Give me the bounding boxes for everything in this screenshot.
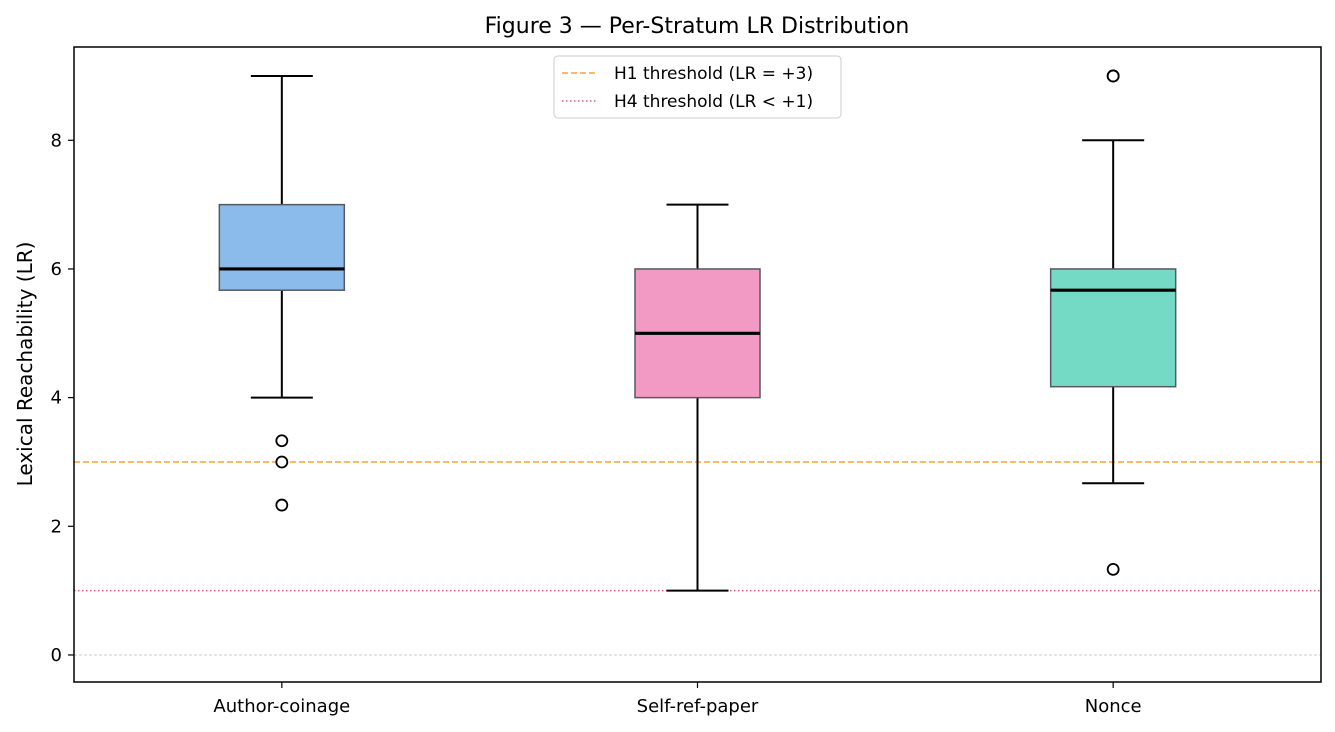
y-tick-label: 0	[51, 645, 62, 666]
box-iqr	[1049, 268, 1177, 388]
y-tick-label: 8	[51, 130, 62, 151]
outlier-point	[275, 455, 289, 469]
x-tick-label: Author-coinage	[213, 696, 350, 717]
box-group-2	[634, 203, 761, 592]
x-tick-label: Self-ref-paper	[637, 696, 759, 717]
outlier-point	[275, 498, 289, 512]
legend: H1 threshold (LR = +3) H4 threshold (LR <…	[553, 55, 842, 119]
y-tick-label: 6	[51, 259, 62, 280]
x-tick-label: Nonce	[1085, 696, 1142, 717]
y-tick-label: 2	[51, 516, 62, 537]
legend-label-1: H1 threshold (LR = +3)	[614, 64, 813, 84]
legend-box	[553, 55, 842, 119]
box-group-3	[1049, 69, 1177, 576]
box-group-1	[218, 74, 346, 512]
plot-frame	[73, 46, 1322, 683]
y-axis-label: Lexical Reachability (LR)	[13, 242, 37, 487]
outlier-point	[1106, 69, 1120, 83]
y-tick-label: 4	[51, 388, 62, 409]
plot-area: 0 2 4 6 8 Author-coinage Self-ref-paper Nonce	[51, 69, 1321, 717]
outlier-point	[275, 434, 289, 448]
legend-label-2: H4 threshold (LR < +1)	[614, 92, 813, 112]
box-iqr	[218, 203, 346, 291]
chart-title: Figure 3 — Per-Stratum LR Distribution	[485, 14, 910, 39]
outlier-point	[1106, 563, 1120, 576]
